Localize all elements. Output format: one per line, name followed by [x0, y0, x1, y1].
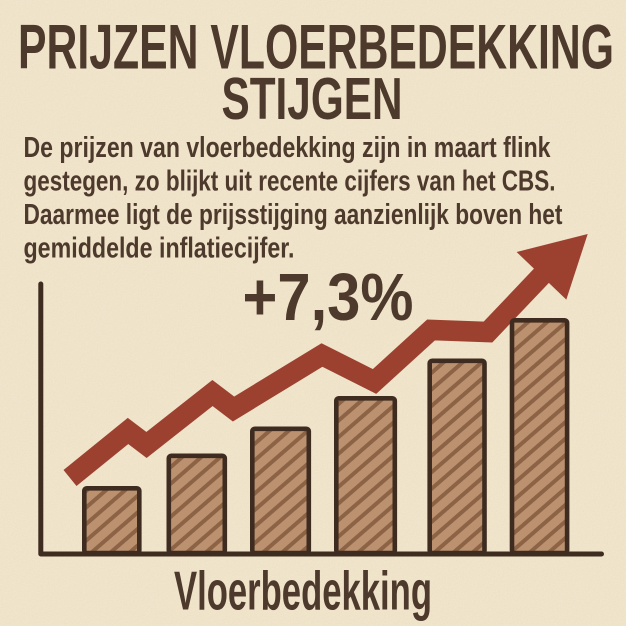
svg-text:PRIJZEN VLOERBEDEKKING: PRIJZEN VLOERBEDEKKING — [18, 13, 614, 83]
svg-text:Daarmee ligt de prijsstijging: Daarmee ligt de prijsstijging aanzienlij… — [24, 199, 563, 231]
svg-text:gestegen, zo blijkt uit recent: gestegen, zo blijkt uit recente cijfers … — [24, 166, 556, 198]
svg-text:Vloerbedekking: Vloerbedekking — [174, 560, 432, 622]
svg-text:De prijzen van vloerbedekking: De prijzen van vloerbedekking zijn in ma… — [24, 132, 551, 164]
svg-text:+7,3%: +7,3% — [243, 260, 414, 335]
svg-text:STIJGEN: STIJGEN — [222, 66, 403, 132]
svg-text:gemiddelde inflatiecijfer.: gemiddelde inflatiecijfer. — [24, 233, 295, 265]
